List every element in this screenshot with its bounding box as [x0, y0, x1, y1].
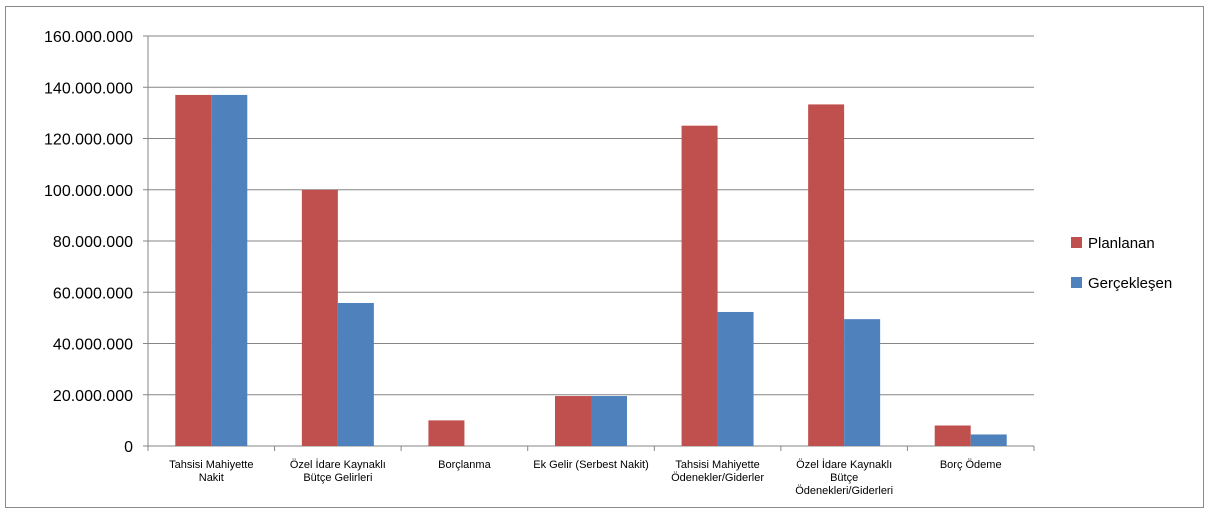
- bar-planlanan: [428, 420, 465, 446]
- y-tick-label: 160.000.000: [44, 29, 133, 46]
- x-tick-label: Tahsisi Mahiyette: [675, 459, 759, 471]
- bar-gerçekleşen: [844, 319, 881, 446]
- x-tick-label: Ödenekleri/Giderleri: [795, 485, 893, 497]
- x-tick-label: Bütçe Gelirleri: [303, 472, 372, 484]
- y-tick-label: 0: [124, 439, 133, 456]
- y-tick-label: 120.000.000: [44, 132, 133, 149]
- x-tick-label: Ödenekler/Giderler: [671, 472, 764, 484]
- bar-gerçekleşen: [337, 303, 374, 446]
- legend-label: Gerçekleşen: [1088, 275, 1172, 292]
- y-tick-label: 80.000.000: [53, 234, 133, 251]
- x-tick-label: Borç Ödeme: [940, 459, 1002, 471]
- legend-swatch: [1071, 277, 1082, 288]
- y-tick-label: 140.000.000: [44, 80, 133, 97]
- y-tick-label: 100.000.000: [44, 183, 133, 200]
- x-tick-label: Borçlanma: [438, 459, 491, 471]
- bar-planlanan: [175, 94, 212, 446]
- x-tick-label: Tahsisi Mahiyette: [169, 459, 253, 471]
- bar-planlanan: [934, 425, 971, 446]
- x-tick-label: Nakit: [199, 472, 224, 484]
- x-tick-label: Özel İdare Kaynaklı: [796, 458, 892, 471]
- bar-gerçekleşen: [211, 94, 248, 446]
- x-tick-label: Bütçe: [830, 472, 858, 484]
- y-tick-label: 60.000.000: [53, 285, 133, 302]
- bar-planlanan: [555, 396, 591, 446]
- bar-planlanan: [301, 189, 338, 446]
- y-tick-label: 20.000.000: [53, 388, 133, 405]
- x-tick-label: Özel İdare Kaynaklı: [290, 458, 386, 471]
- bar-gerçekleşen: [717, 311, 754, 446]
- y-tick-label: 40.000.000: [53, 337, 133, 354]
- bar-gerçekleşen: [970, 434, 1007, 446]
- bar-planlanan: [808, 104, 845, 446]
- bar-planlanan: [681, 125, 718, 446]
- legend-swatch: [1071, 237, 1082, 248]
- x-tick-label: Ek Gelir (Serbest Nakit): [533, 459, 649, 471]
- bar-gerçekleşen: [591, 396, 627, 446]
- legend-label: Planlanan: [1088, 235, 1155, 252]
